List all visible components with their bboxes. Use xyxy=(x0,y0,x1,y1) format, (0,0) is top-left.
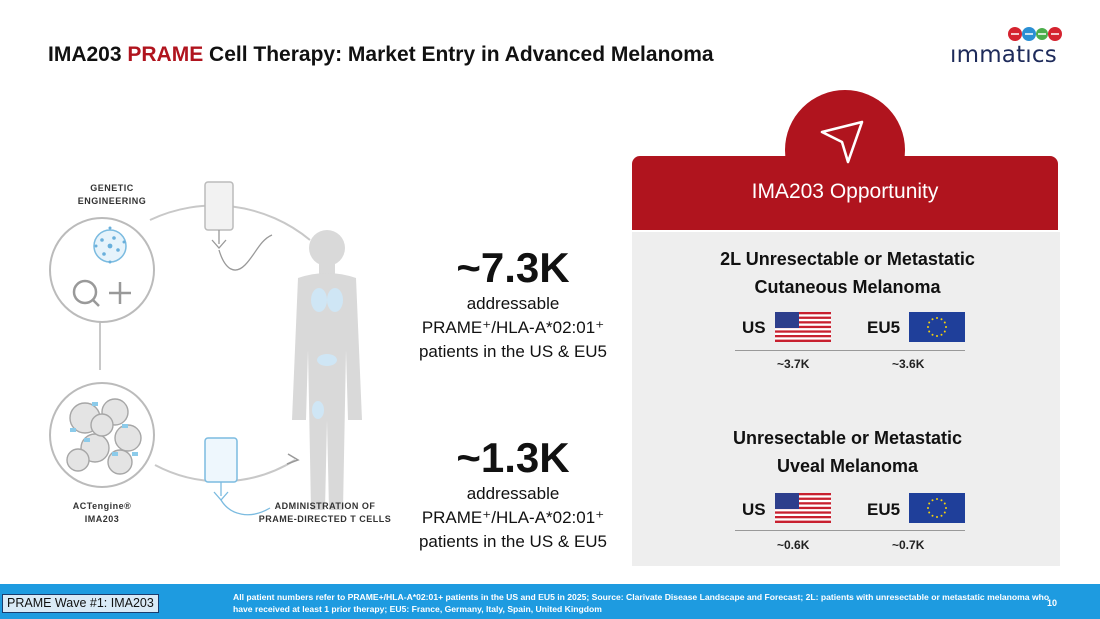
country-eu5-label: EU5 xyxy=(867,500,901,519)
section-title-line2: Cutaneous Melanoma xyxy=(754,277,941,297)
title-accent: PRAME xyxy=(127,43,204,66)
logo-dots-icon xyxy=(1008,27,1062,41)
us-flag-icon xyxy=(775,493,831,523)
section-divider xyxy=(735,530,965,531)
footer-section-tag: PRAME Wave #1: IMA203 xyxy=(2,594,159,613)
company-logo: ımmatıcs xyxy=(950,22,1068,70)
stat-uveal-total: ~1.3K addressable PRAME⁺/HLA-A*02:01⁺ pa… xyxy=(403,434,623,554)
label-genetic-engineering: GENETIC ENGINEERING xyxy=(77,183,147,206)
stat-desc-line1: addressable xyxy=(466,294,560,313)
section-divider xyxy=(735,350,965,351)
title-prefix: IMA203 xyxy=(48,43,128,66)
country-us-label: US xyxy=(742,318,766,337)
section-title-cutaneous: 2L Unresectable or Metastatic Cutaneous … xyxy=(650,245,1045,301)
country-eu5-label: EU5 xyxy=(867,318,901,337)
page-number: 10 xyxy=(1047,598,1058,608)
footer-bar xyxy=(0,584,1100,619)
eu5-count: ~0.7K xyxy=(892,538,925,552)
stat-desc-line2: PRAME⁺/HLA-A*02:01⁺ xyxy=(421,508,605,527)
footer-footnote: All patient numbers refer to PRAME+/HLA-… xyxy=(233,592,1050,614)
page-title: IMA203 PRAME Cell Therapy: Market Entry … xyxy=(48,43,714,67)
stat-desc-line1: addressable xyxy=(466,484,560,503)
us-flag-icon xyxy=(775,312,831,342)
stat-value: ~1.3K xyxy=(456,434,570,481)
section-title-uveal: Unresectable or Metastatic Uveal Melanom… xyxy=(650,424,1045,480)
stat-desc-line3: patients in the US & EU5 xyxy=(418,342,608,361)
section-title-line1: Unresectable or Metastatic xyxy=(732,428,963,448)
stat-desc-line2: PRAME⁺/HLA-A*02:01⁺ xyxy=(421,318,605,337)
eu5-count: ~3.6K xyxy=(892,357,925,371)
opportunity-header xyxy=(632,156,1058,230)
country-us-label: US xyxy=(742,500,766,519)
therapy-cycle-illustration: GENETIC ENGINEERING ACTengine® IMA203 AD… xyxy=(40,170,400,535)
title-suffix: Cell Therapy: Market Entry in Advanced M… xyxy=(203,43,714,66)
label-administration: ADMINISTRATION OF PRAME-DIRECTED T CELLS xyxy=(258,501,392,524)
stat-value: ~7.3K xyxy=(456,244,570,291)
opportunity-panel xyxy=(632,232,1060,566)
us-count: ~0.6K xyxy=(777,538,810,552)
section-title-line2: Uveal Melanoma xyxy=(776,456,919,476)
therapy-cycle-graphic xyxy=(49,181,362,516)
send-arrow-icon xyxy=(820,120,864,164)
section-title-line1: 2L Unresectable or Metastatic xyxy=(720,249,975,269)
opportunity-header-text: IMA203 Opportunity xyxy=(751,180,939,203)
us-count: ~3.7K xyxy=(777,357,810,371)
stat-cutaneous-total: ~7.3K addressable PRAME⁺/HLA-A*02:01⁺ pa… xyxy=(403,244,623,364)
logo-text: ımmatıcs xyxy=(950,42,1057,68)
eu-flag-icon xyxy=(909,312,965,342)
label-actengine: ACTengine® IMA203 xyxy=(72,501,132,524)
eu-flag-icon xyxy=(909,493,965,523)
stat-desc-line3: patients in the US & EU5 xyxy=(418,532,608,551)
